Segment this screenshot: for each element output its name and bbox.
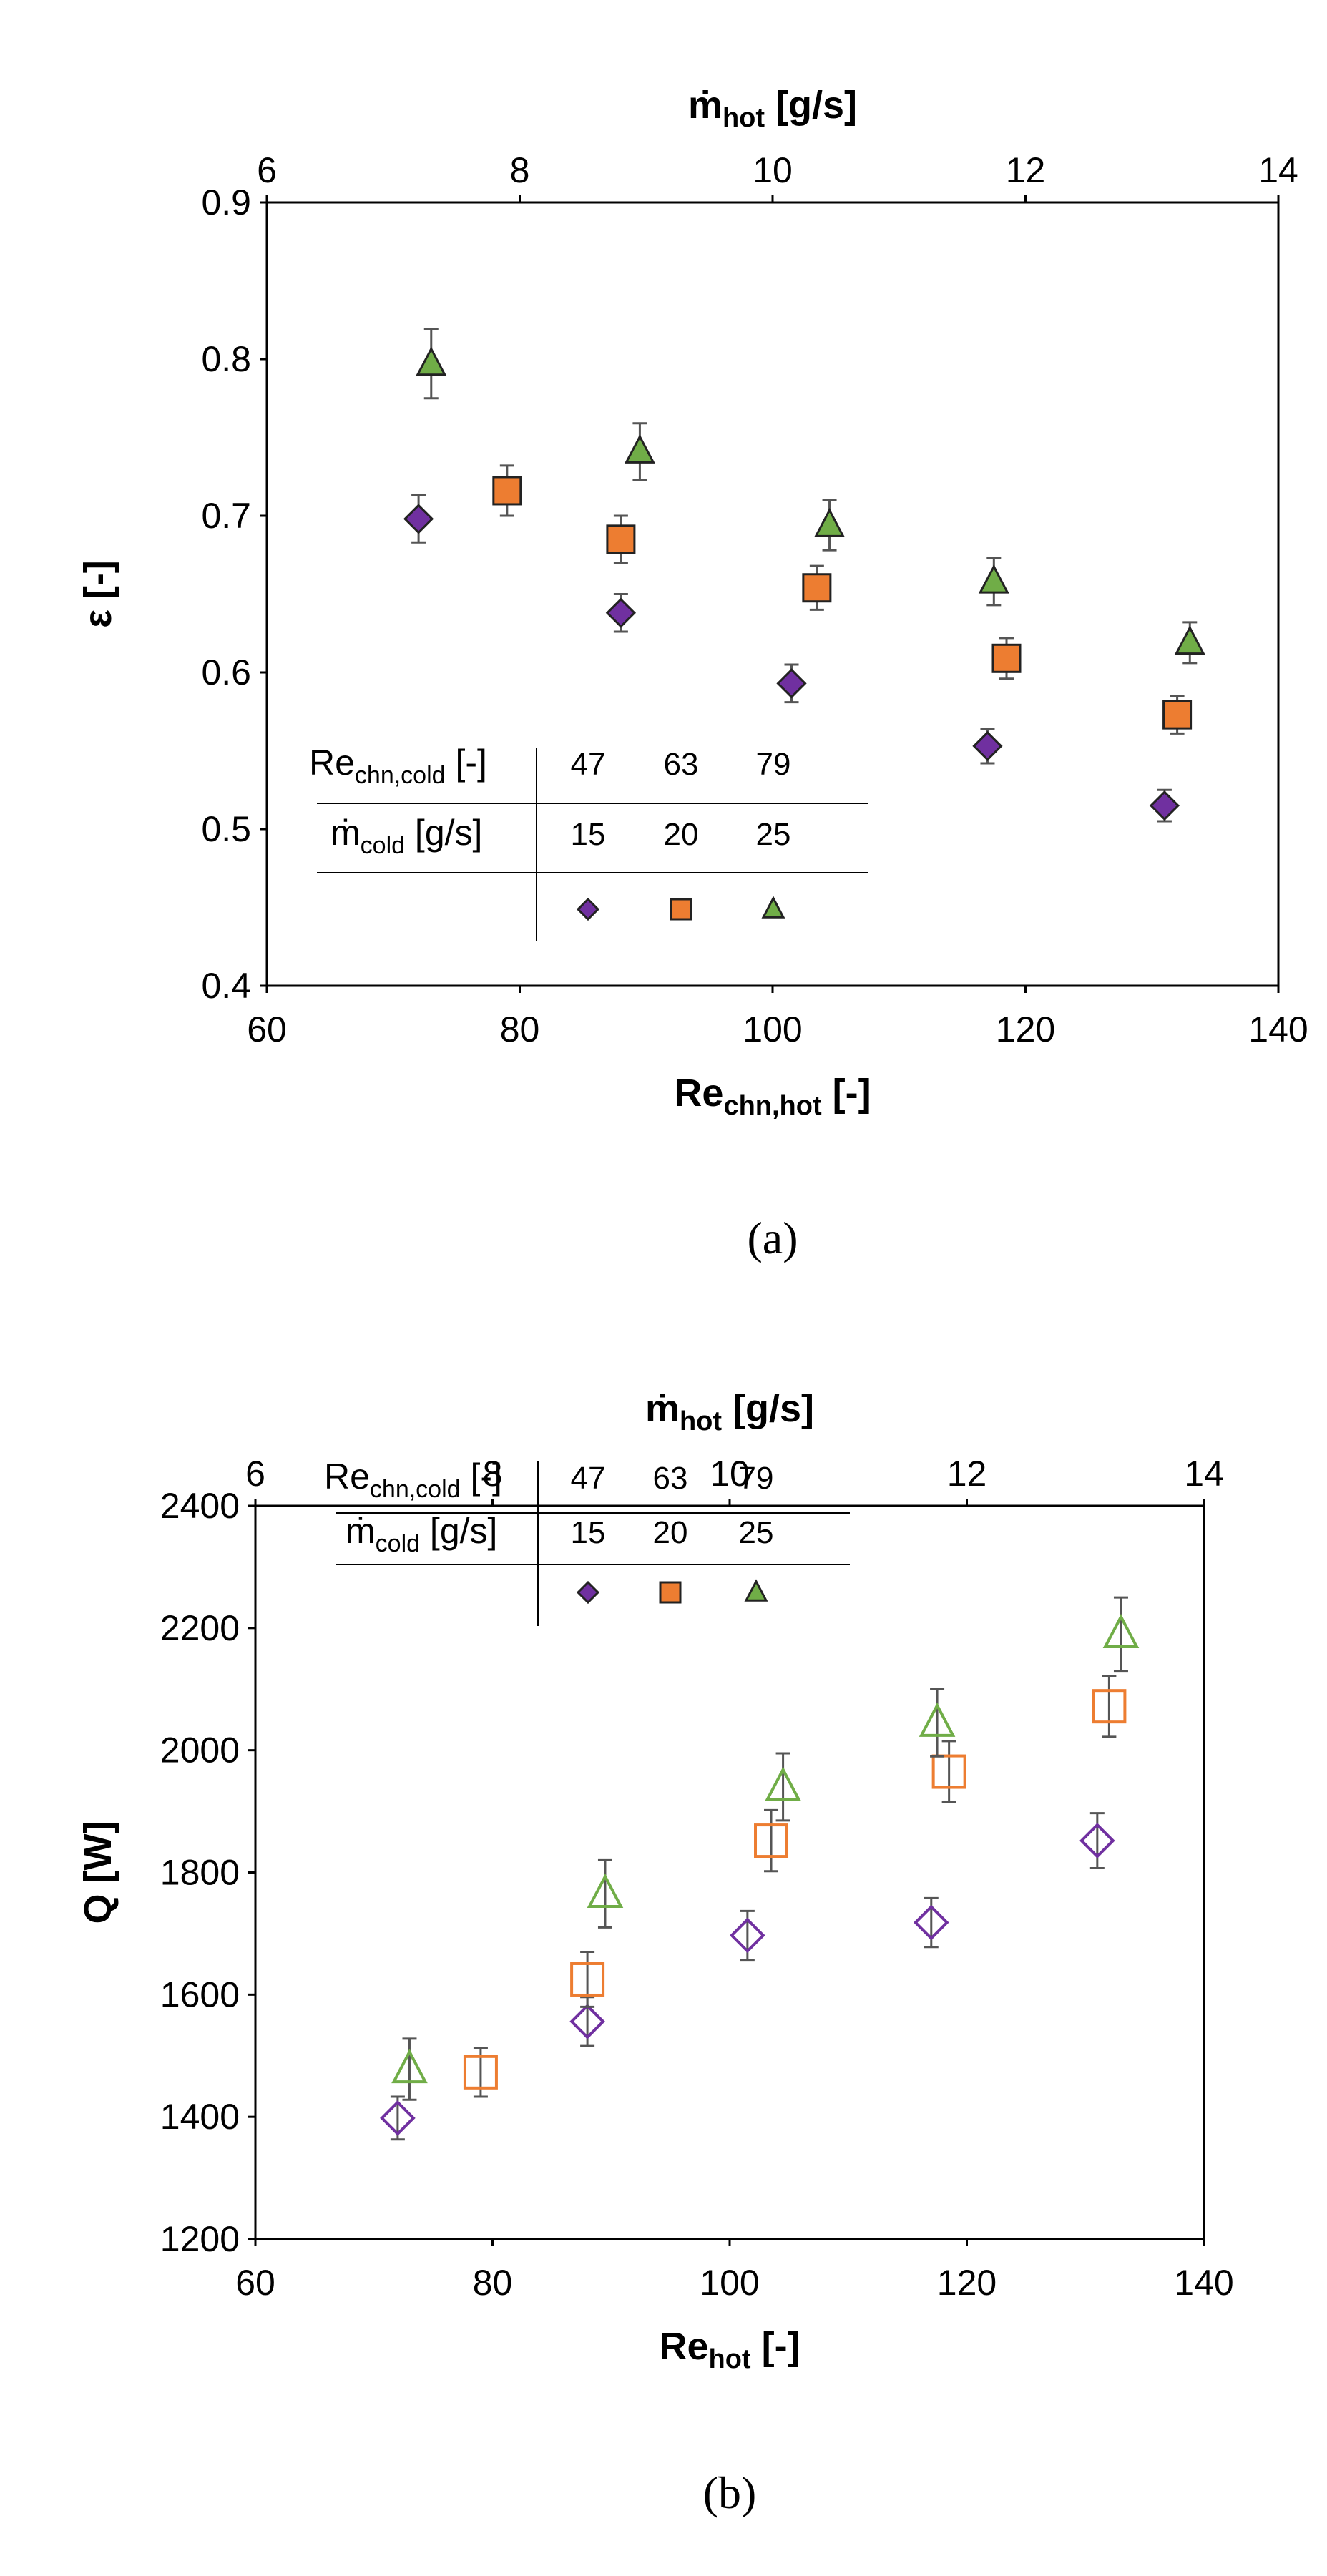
y-axis-title: ε [-] bbox=[77, 560, 119, 628]
data-point bbox=[605, 597, 637, 628]
data-point bbox=[754, 1823, 789, 1858]
x2-tick-label: 12 bbox=[1006, 150, 1046, 190]
data-point bbox=[416, 346, 447, 376]
legend-row1-value: 47 bbox=[571, 747, 606, 782]
data-point bbox=[978, 564, 1009, 594]
y-tick-label: 0.6 bbox=[201, 652, 251, 692]
legend-row1-value: 47 bbox=[571, 1461, 606, 1496]
chart-b: 1200 1400 1600 1800 2000 2200 2400 60 80 100 120 14… bbox=[77, 1387, 1234, 2518]
y-tick-label: 1800 bbox=[160, 1853, 240, 1893]
x2-tick-label: 14 bbox=[1258, 150, 1298, 190]
x-tick-label: 60 bbox=[235, 2263, 275, 2303]
figure-caption: (b) bbox=[703, 2467, 757, 2518]
y-tick-label: 0.4 bbox=[201, 966, 251, 1006]
legend-row1-label: Rechn,cold [-] bbox=[324, 1456, 502, 1503]
data-point bbox=[972, 730, 1003, 762]
y-tick-label: 1600 bbox=[160, 1974, 240, 2014]
x2-axis-title: ṁhot [g/s] bbox=[688, 84, 857, 133]
legend-row2-value: 15 bbox=[571, 1515, 606, 1550]
legend-marker bbox=[670, 898, 692, 921]
y-tick-label: 1200 bbox=[160, 2219, 240, 2259]
figure-caption: (a) bbox=[747, 1213, 798, 1263]
x-tick-label: 120 bbox=[996, 1009, 1055, 1049]
data-point bbox=[1079, 1823, 1115, 1858]
data-point bbox=[765, 1766, 801, 1801]
legend-marker bbox=[659, 1581, 682, 1604]
x2-tick-label: 8 bbox=[510, 150, 530, 190]
legend-marker bbox=[761, 896, 785, 919]
data-point bbox=[1149, 790, 1180, 821]
data-point bbox=[624, 434, 655, 464]
data-point bbox=[606, 524, 636, 554]
y-tick-label: 0.5 bbox=[201, 809, 251, 849]
y-tick-label: 1400 bbox=[160, 2097, 240, 2137]
data-point bbox=[570, 1962, 605, 1997]
data-point bbox=[919, 1702, 956, 1737]
legend-marker bbox=[744, 1579, 768, 1602]
legend-row2-label: ṁcold [g/s] bbox=[346, 1511, 497, 1557]
legend-row1-value: 79 bbox=[756, 747, 791, 782]
legend-row2-value: 15 bbox=[571, 817, 606, 852]
data-point bbox=[587, 1873, 624, 1908]
x2-axis-title: ṁhot [g/s] bbox=[645, 1387, 814, 1436]
legend-row1-value: 63 bbox=[653, 1461, 688, 1496]
x2-tick-label: 10 bbox=[710, 1454, 750, 1494]
data-point bbox=[913, 1904, 949, 1941]
data-point bbox=[403, 504, 434, 534]
data-point bbox=[931, 1754, 966, 1789]
x-tick-label: 100 bbox=[743, 1009, 802, 1049]
legend-marker bbox=[576, 897, 600, 921]
legend-row2-label: ṁcold [g/s] bbox=[330, 813, 482, 859]
x-tick-label: 60 bbox=[247, 1009, 287, 1049]
data-point bbox=[1162, 700, 1193, 730]
x-tick-label: 120 bbox=[937, 2263, 997, 2303]
y-tick-label: 0.9 bbox=[201, 182, 251, 222]
x-tick-label: 80 bbox=[473, 2263, 513, 2303]
data-point bbox=[463, 2055, 498, 2090]
chart-a: 0.4 0.5 0.6 0.7 0.8 0.9 60 80 100 120 140 6 8 10 12 14 R… bbox=[77, 84, 1308, 1263]
y-tick-label: 2200 bbox=[160, 1608, 240, 1648]
legend-row2-value: 25 bbox=[739, 1515, 774, 1550]
data-point bbox=[391, 2049, 428, 2084]
legend-row2-value: 20 bbox=[653, 1515, 688, 1550]
data-point bbox=[1174, 625, 1205, 655]
x2-tick-label: 6 bbox=[245, 1454, 265, 1494]
legend-row1-value: 63 bbox=[664, 747, 699, 782]
legend-marker bbox=[576, 1580, 600, 1605]
y-tick-label: 0.7 bbox=[201, 496, 251, 536]
x2-tick-label: 8 bbox=[483, 1454, 503, 1494]
x-axis-title: Rehot [-] bbox=[659, 2325, 800, 2374]
legend-row2-value: 25 bbox=[756, 817, 791, 852]
x-tick-label: 100 bbox=[700, 2263, 759, 2303]
x-tick-label: 140 bbox=[1248, 1009, 1308, 1049]
data-point bbox=[776, 668, 807, 699]
legend-row1-value: 79 bbox=[739, 1461, 774, 1496]
data-point bbox=[1092, 1689, 1127, 1724]
y-axis-title: Q [W] bbox=[77, 1821, 119, 1924]
x-axis-title: Rechn,hot [-] bbox=[674, 1072, 871, 1121]
data-point bbox=[380, 2100, 416, 2136]
data-point bbox=[814, 508, 846, 537]
legend-row1-label: Rechn,cold [-] bbox=[309, 743, 487, 789]
y-tick-label: 2400 bbox=[160, 1486, 240, 1526]
x-tick-label: 140 bbox=[1174, 2263, 1233, 2303]
data-point bbox=[492, 476, 522, 506]
x2-tick-label: 14 bbox=[1184, 1454, 1224, 1494]
data-point bbox=[991, 643, 1022, 673]
x-tick-label: 80 bbox=[500, 1009, 540, 1049]
data-point bbox=[802, 573, 832, 603]
y-tick-label: 0.8 bbox=[201, 339, 251, 379]
plot-area-frame bbox=[265, 201, 1280, 987]
x2-tick-label: 12 bbox=[947, 1454, 987, 1494]
data-point bbox=[569, 2004, 605, 2039]
x2-tick-label: 6 bbox=[257, 150, 277, 190]
x2-tick-label: 10 bbox=[753, 150, 793, 190]
data-point bbox=[730, 1917, 765, 1954]
legend-row2-value: 20 bbox=[664, 817, 699, 852]
data-point bbox=[1102, 1613, 1140, 1648]
y-tick-label: 2000 bbox=[160, 1730, 240, 1771]
